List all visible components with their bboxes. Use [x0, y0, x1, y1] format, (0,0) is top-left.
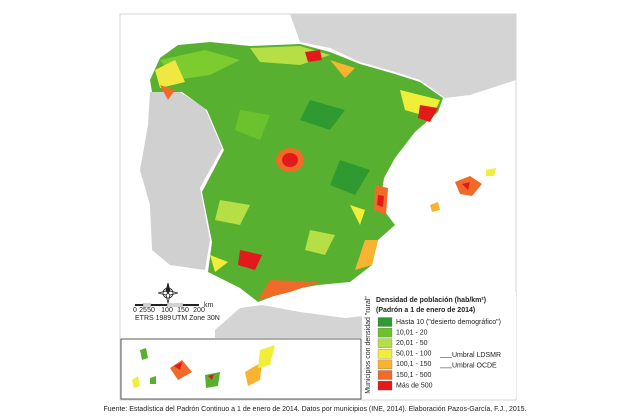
legend-swatch — [377, 327, 393, 338]
spain — [150, 42, 443, 302]
canary-inset — [120, 338, 362, 400]
scale-label: 0 — [133, 307, 137, 314]
legend-label: 50,01 - 100 — [396, 351, 432, 358]
scale-label: 200 — [193, 307, 205, 314]
scale-bar — [135, 303, 199, 307]
scale-label: 150 — [177, 307, 189, 314]
balearic-islands — [430, 168, 496, 212]
legend-group-label: Municipios con densidad "rural" — [365, 296, 372, 394]
legend-swatch — [377, 349, 393, 359]
africa — [215, 305, 372, 338]
portugal — [140, 92, 222, 270]
legend-swatch — [377, 338, 393, 348]
scale-label: 100 — [161, 307, 173, 314]
france — [290, 14, 516, 98]
canary-islands — [132, 345, 275, 388]
scale-unit: km — [204, 302, 214, 309]
legend-swatch — [377, 380, 393, 391]
projection-zone: UTM Zone 30N — [172, 315, 220, 322]
legend-label: 150,1 - 500 — [396, 372, 432, 379]
legend-swatch — [377, 359, 393, 370]
threshold-label: Umbral OCDE — [452, 363, 497, 370]
compass — [157, 282, 179, 304]
legend-label: Hasta 10 ("desierto demográfico") — [396, 319, 501, 326]
scale-label: 25 — [139, 307, 147, 314]
legend-swatch — [377, 370, 393, 380]
projection-datum: ETRS 1989 — [135, 315, 171, 322]
legend-title: Densidad de población (hab/km²) — [376, 297, 486, 304]
legend-label: 20,01 - 50 — [396, 340, 428, 347]
source-note: Fuente: Estadística del Padrón Continuo … — [104, 406, 527, 413]
legend-items: Hasta 10 ("desierto demográfico") 10,01 -… — [377, 317, 501, 391]
legend-subtitle: (Padrón a 1 de enero de 2014) — [376, 307, 475, 314]
threshold-label: Umbral LDSMR — [452, 352, 501, 359]
legend-label: Más de 500 — [396, 382, 433, 389]
legend-label: 10,01 - 20 — [396, 329, 428, 336]
legend-swatch — [377, 317, 393, 327]
density-patches — [155, 46, 440, 300]
legend-label: 100,1 - 150 — [396, 361, 432, 368]
scale-label: 50 — [147, 307, 155, 314]
